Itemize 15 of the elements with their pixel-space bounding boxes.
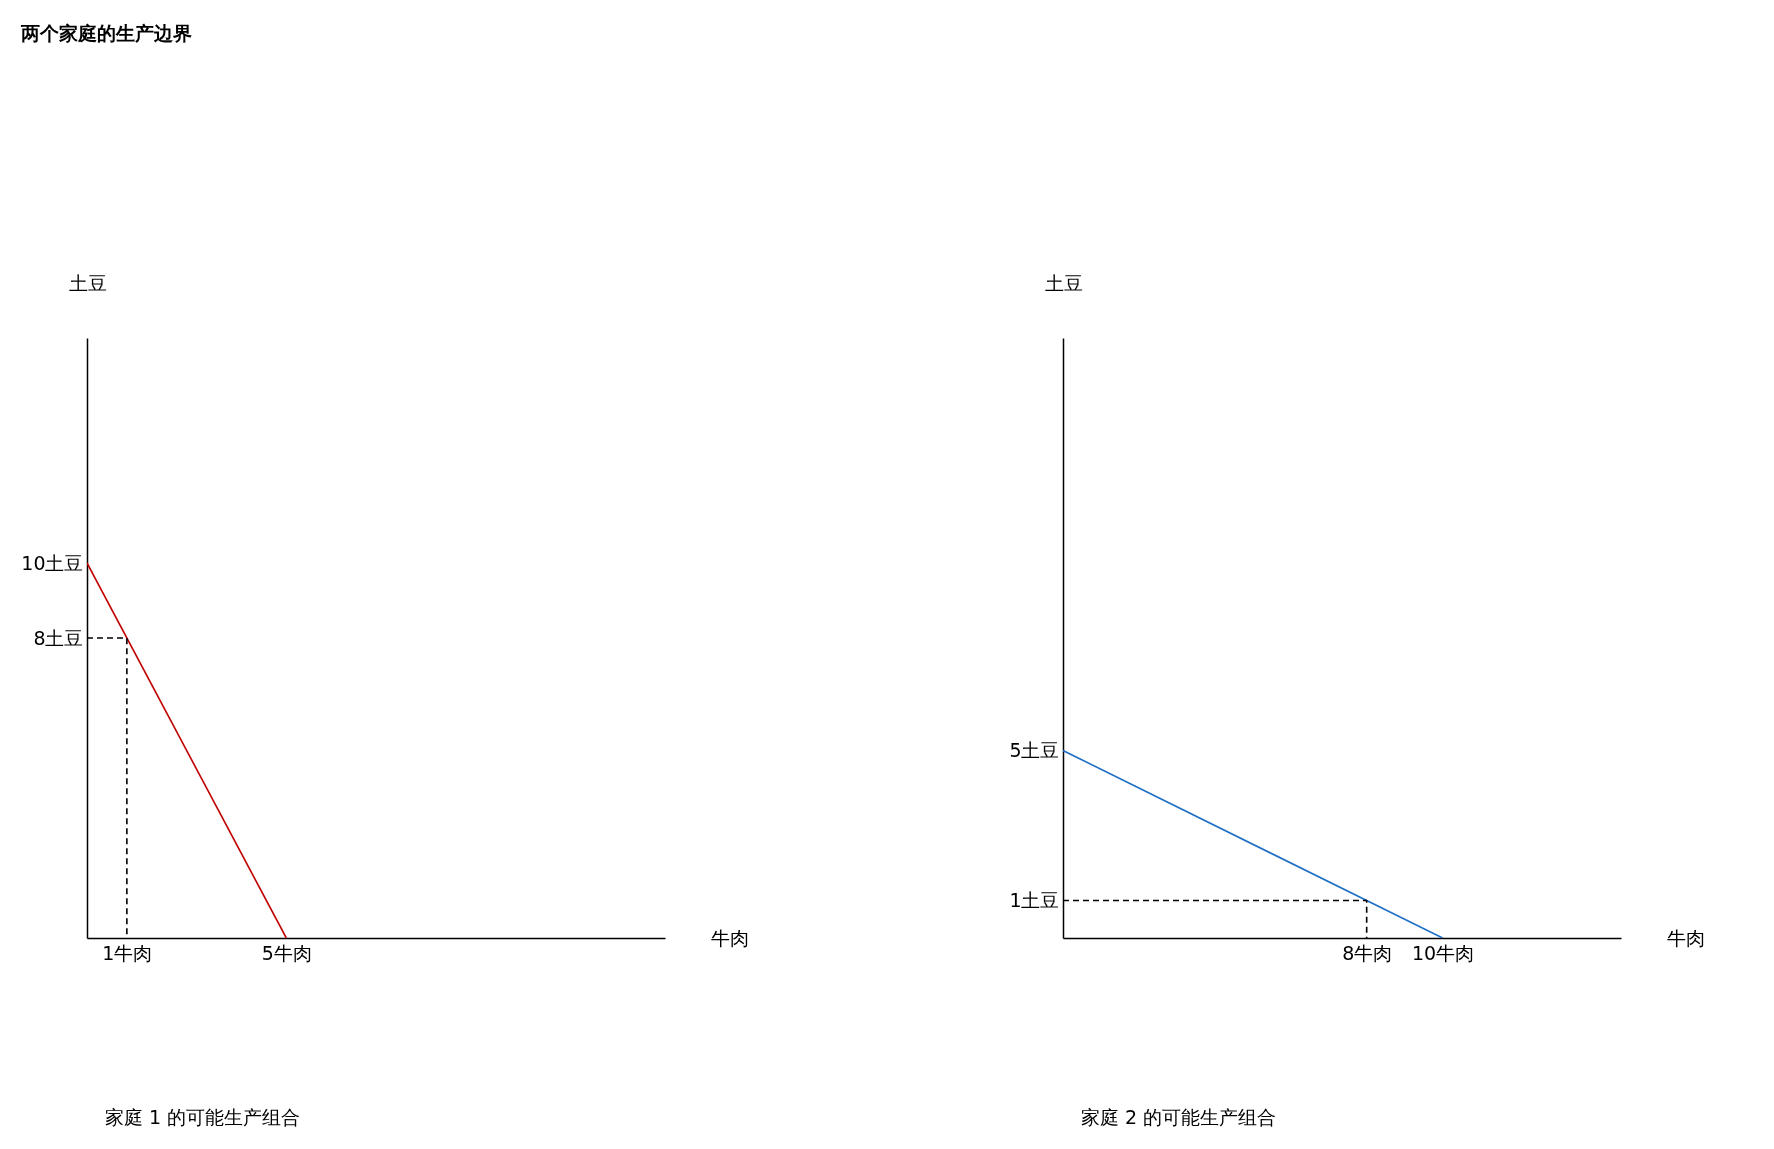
x-tick-label: 8牛肉	[1342, 941, 1393, 964]
x-tick-label: 10牛肉	[1412, 941, 1475, 964]
y-tick-label: 1土豆	[1009, 889, 1060, 911]
x-tick-label: 5牛肉	[261, 941, 312, 964]
y-axis-title: 土豆	[1044, 271, 1083, 294]
x-axis-title: 牛肉	[1666, 926, 1705, 949]
y-axis-title: 土豆	[68, 271, 107, 294]
text: 家庭 2 的可能生产组合	[1081, 1106, 1277, 1128]
x-axis-title: 牛肉	[710, 926, 749, 949]
y-tick-label: 5土豆	[1009, 739, 1060, 761]
y-tick-label: 10土豆	[21, 551, 84, 574]
x-tick-label: 1牛肉	[102, 941, 153, 964]
chart-title: 两个家庭的生产边界	[19, 22, 192, 44]
y-tick-label: 8土豆	[33, 626, 84, 649]
text: 家庭 1 的可能生产组合	[105, 1106, 301, 1128]
